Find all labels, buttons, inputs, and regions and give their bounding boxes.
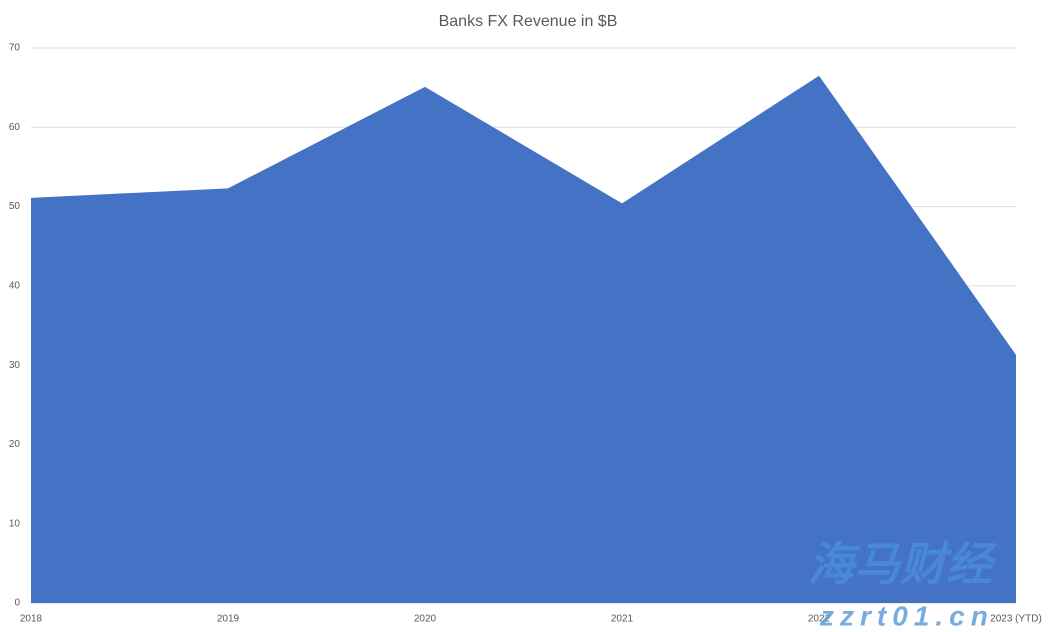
x-tick-label: 2018 <box>20 614 43 625</box>
plot-area: 0 10 20 30 40 50 60 70 2018 2019 2020 2021 2022 2023 … <box>9 43 1042 625</box>
y-tick-label: 30 <box>9 360 21 371</box>
x-tick-label: 2021 <box>611 614 634 625</box>
y-tick-label: 20 <box>9 439 21 450</box>
x-tick-label: 2020 <box>414 614 437 625</box>
y-tick-label: 40 <box>9 280 21 291</box>
watermark: zzrt01.cn <box>819 600 994 631</box>
y-tick-label: 70 <box>9 43 21 54</box>
y-tick-label: 0 <box>14 598 20 609</box>
x-tick-label: 2019 <box>217 614 240 625</box>
area <box>31 75 1016 603</box>
watermark: 海马财经 <box>808 538 997 590</box>
y-tick-label: 50 <box>9 201 21 212</box>
x-tick-label: 2022 <box>808 614 831 625</box>
x-tick-label: 2023 (YTD) <box>990 614 1042 625</box>
y-tick-label: 60 <box>9 122 21 133</box>
chart-title: Banks FX Revenue in $B <box>439 13 618 30</box>
y-tick-label: 10 <box>9 518 21 529</box>
